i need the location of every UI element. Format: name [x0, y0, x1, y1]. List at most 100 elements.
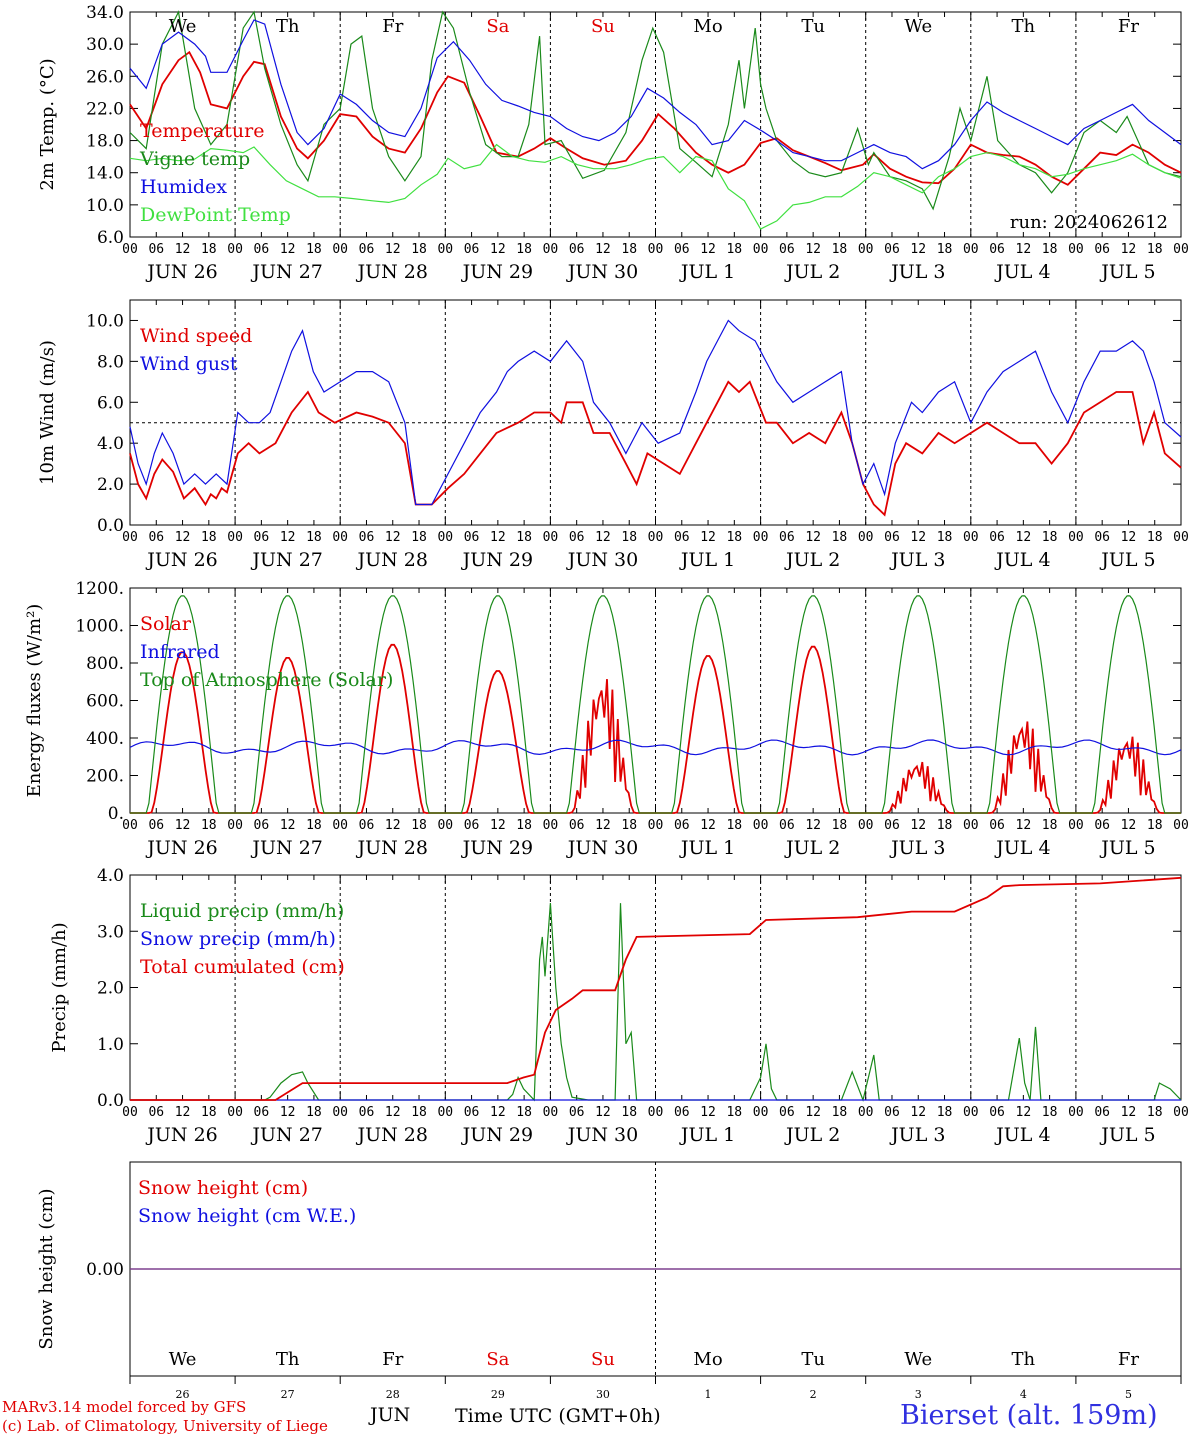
- hour-tick-label: 00: [543, 818, 559, 833]
- hour-tick-label: 00: [122, 242, 138, 257]
- day-number-label: 30: [596, 1388, 610, 1401]
- hour-tick-label: 00: [963, 1105, 979, 1120]
- hour-tick-label: 06: [989, 818, 1005, 833]
- day-number-label: 2: [810, 1388, 817, 1401]
- hour-tick-label: 18: [516, 242, 532, 257]
- hour-tick-label: 18: [621, 242, 637, 257]
- panel-2: [129, 299, 1182, 526]
- hour-tick-label: 00: [227, 818, 243, 833]
- day-number-label: 28: [386, 1388, 400, 1401]
- panel-4: [129, 874, 1182, 1103]
- series-line: [129, 143, 1182, 230]
- date-label: JUN 28: [356, 549, 428, 571]
- station-label: Bierset (alt. 159m): [900, 1400, 1158, 1431]
- date-label: JUL 3: [889, 261, 945, 283]
- y-tick-label: 6.0: [97, 228, 124, 248]
- date-label: JUN 30: [566, 261, 638, 283]
- hour-tick-label: 06: [989, 530, 1005, 545]
- legend-entry: Humidex: [140, 176, 227, 198]
- day-number-label: 29: [491, 1388, 505, 1401]
- y-tick-label: 200.: [86, 767, 124, 787]
- hour-tick-label: 06: [359, 1105, 375, 1120]
- hour-tick-label: 06: [1094, 1105, 1110, 1120]
- weekday-label: We: [904, 16, 932, 37]
- hour-tick-label: 12: [805, 1105, 821, 1120]
- hour-tick-label: 12: [490, 818, 506, 833]
- legend-entry: Liquid precip (mm/h): [140, 900, 344, 922]
- y-tick-label: 18.0: [86, 132, 124, 152]
- hour-tick-label: 18: [726, 818, 742, 833]
- hour-tick-label: 12: [385, 818, 401, 833]
- hour-tick-label: 00: [122, 1105, 138, 1120]
- y-tick-label: 26.0: [86, 67, 124, 87]
- hour-tick-label: 06: [464, 818, 480, 833]
- date-label: JUL 5: [1099, 837, 1155, 859]
- hour-tick-label: 06: [884, 818, 900, 833]
- y-tick-label: 0.00: [86, 1260, 124, 1280]
- weekday-label: Sa: [486, 1349, 509, 1370]
- legend-entry: Top of Atmosphere (Solar): [140, 669, 393, 691]
- weekday-label: Th: [276, 1349, 300, 1370]
- date-label: JUL 1: [679, 549, 735, 571]
- hour-tick-label: 00: [437, 242, 453, 257]
- weekday-label: Su: [591, 1349, 615, 1370]
- date-label: JUN 29: [461, 1124, 533, 1146]
- series-line: [130, 595, 1181, 814]
- hour-tick-label: 06: [674, 242, 690, 257]
- hour-tick-label: 18: [306, 818, 322, 833]
- y-tick-label: 22.0: [86, 99, 124, 119]
- hour-tick-label: 18: [411, 242, 427, 257]
- hour-tick-label: 00: [1068, 1105, 1084, 1120]
- hour-tick-label: 12: [385, 242, 401, 257]
- hour-tick-label: 06: [1094, 242, 1110, 257]
- hour-tick-label: 06: [359, 818, 375, 833]
- hour-tick-label: 12: [1016, 242, 1032, 257]
- hour-tick-label: 12: [1016, 530, 1032, 545]
- weekday-label: Th: [276, 16, 300, 37]
- hour-tick-label: 18: [306, 1105, 322, 1120]
- y-tick-label: 6.0: [97, 393, 124, 413]
- y-tick-label: 14.0: [86, 164, 124, 184]
- hour-tick-label: 12: [1121, 242, 1137, 257]
- date-label: JUL 2: [784, 837, 840, 859]
- hour-tick-label: 18: [726, 242, 742, 257]
- hour-tick-label: 18: [201, 818, 217, 833]
- date-label: JUL 4: [994, 837, 1050, 859]
- date-label: JUN 30: [566, 837, 638, 859]
- hour-tick-label: 06: [884, 530, 900, 545]
- hour-tick-label: 12: [700, 530, 716, 545]
- hour-tick-label: 12: [490, 1105, 506, 1120]
- hour-tick-label: 18: [726, 1105, 742, 1120]
- hour-tick-label: 06: [569, 818, 585, 833]
- hour-tick-label: 06: [254, 818, 270, 833]
- date-label: JUL 1: [679, 1124, 735, 1146]
- hour-tick-label: 00: [648, 1105, 664, 1120]
- hour-tick-label: 00: [227, 1105, 243, 1120]
- hour-tick-label: 18: [516, 530, 532, 545]
- hour-tick-label: 18: [832, 242, 848, 257]
- date-label: JUN 26: [145, 549, 217, 571]
- hour-tick-label: 12: [910, 242, 926, 257]
- hour-tick-label: 06: [569, 530, 585, 545]
- date-label: JUN 30: [566, 1124, 638, 1146]
- date-label: JUN 26: [145, 837, 217, 859]
- hour-tick-label: 00: [543, 242, 559, 257]
- date-label: JUL 4: [994, 549, 1050, 571]
- date-label: JUL 1: [679, 261, 735, 283]
- hour-tick-label: 00: [858, 242, 874, 257]
- hour-tick-label: 06: [884, 242, 900, 257]
- y-tick-label: 2.0: [97, 475, 124, 495]
- series-line: [129, 319, 1182, 506]
- hour-tick-label: 12: [700, 818, 716, 833]
- date-label: JUN 28: [356, 1124, 428, 1146]
- legend-entry: DewPoint Temp: [140, 204, 291, 226]
- hour-tick-label: 06: [779, 818, 795, 833]
- y-tick-label: 800.: [86, 654, 124, 674]
- date-label: JUL 2: [784, 261, 840, 283]
- y-tick-label: 0.0: [97, 1091, 124, 1111]
- hour-tick-label: 18: [621, 530, 637, 545]
- hour-tick-label: 12: [280, 1105, 296, 1120]
- date-label: JUN 29: [461, 549, 533, 571]
- hour-tick-label: 12: [595, 242, 611, 257]
- hour-tick-label: 00: [1068, 530, 1084, 545]
